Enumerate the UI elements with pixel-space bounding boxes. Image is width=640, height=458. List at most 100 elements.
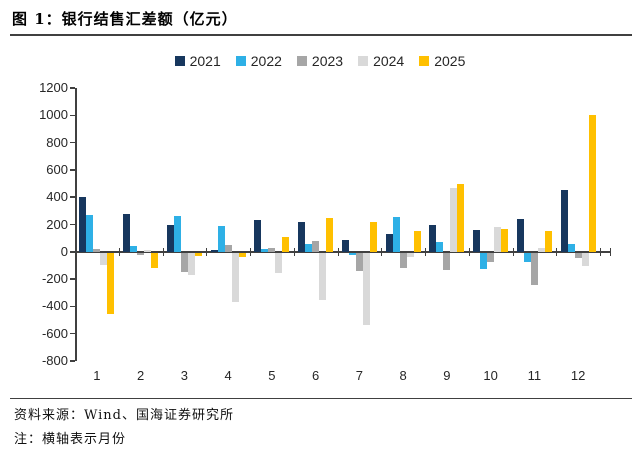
x-tick-label: 8 (399, 368, 407, 383)
x-tick-label: 7 (355, 368, 363, 383)
legend-swatch-2023 (296, 56, 307, 66)
y-tick-mark (70, 114, 75, 117)
bar-2021-month-8 (385, 234, 393, 252)
y-tick-label: 400 (46, 189, 68, 205)
x-tick-mark (425, 247, 426, 256)
x-tick-mark (162, 247, 164, 256)
bar-2021-month-9 (429, 224, 437, 252)
bar-2025-month-8 (413, 231, 421, 252)
y-tick-label: 200 (46, 216, 68, 232)
x-tick-mark (381, 247, 383, 256)
bar-2022-month-8 (392, 216, 400, 252)
y-tick-label: 0 (60, 243, 68, 259)
x-tick-label: 4 (224, 368, 232, 383)
bar-2024-month-10 (494, 227, 502, 252)
x-axis-line (75, 251, 610, 253)
bar-2021-month-12 (560, 189, 568, 252)
y-tick-label: 800 (46, 134, 68, 150)
bar-2021-month-6 (298, 222, 306, 252)
bar-2021-month-2 (123, 213, 131, 252)
bar-2024-month-2 (144, 250, 152, 252)
bar-2025-month-9 (457, 183, 465, 252)
footnote: 注：横轴表示月份 (14, 432, 127, 447)
bar-2025-month-4 (238, 252, 246, 258)
x-tick-mark (206, 247, 208, 256)
x-tick-label: 1 (93, 368, 101, 383)
x-tick-label: 6 (312, 368, 320, 383)
bar-2024-month-7 (362, 252, 370, 325)
bar-2021-month-10 (473, 229, 481, 252)
bar-2025-month-7 (369, 221, 377, 252)
bar-2022-month-4 (217, 225, 225, 252)
bar-2022-month-1 (86, 214, 94, 252)
bar-2024-month-9 (450, 187, 458, 252)
bar-2021-month-1 (79, 196, 87, 252)
y-tick-mark (70, 305, 75, 308)
bar-2023-month-5 (268, 247, 276, 252)
bar-2022-month-9 (436, 242, 444, 252)
legend-label-2021: 2021 (189, 53, 221, 69)
y-tick-label: 1200 (39, 80, 68, 95)
x-tick-label: 11 (527, 368, 542, 383)
legend-swatch-2021 (174, 56, 185, 66)
x-tick-mark (468, 247, 470, 256)
bar-2023-month-11 (530, 252, 538, 285)
figure-title: 图 1：银行结售汇差额（亿元） (12, 10, 238, 28)
legend-swatch-2022 (235, 56, 246, 66)
legend-item-2025: 2025 (419, 53, 465, 69)
bar-2021-month-5 (254, 220, 262, 252)
legend-item-2021: 2021 (174, 53, 221, 69)
y-tick-mark (70, 196, 75, 198)
x-tick-label: 5 (268, 368, 276, 383)
y-tick-mark (70, 278, 75, 280)
y-tick-label: -200 (41, 271, 68, 287)
bar-2022-month-2 (130, 246, 138, 252)
bar-2023-month-7 (355, 252, 363, 271)
legend-item-2022: 2022 (235, 53, 282, 69)
bar-2024-month-1 (100, 252, 108, 265)
y-tick-label: -800 (41, 353, 68, 368)
legend-item-2024: 2024 (358, 53, 404, 69)
x-tick-mark (118, 247, 120, 256)
bar-2023-month-6 (312, 240, 320, 252)
bar-2024-month-5 (275, 252, 283, 274)
bar-2021-month-7 (341, 239, 349, 252)
legend-label-2023: 2023 (311, 53, 344, 69)
bar-2025-month-3 (194, 252, 202, 256)
bar-2022-month-3 (173, 216, 181, 252)
legend-label-2025: 2025 (434, 53, 466, 69)
y-tick-label: -600 (41, 325, 68, 341)
x-tick-label: 12 (570, 368, 586, 383)
bar-2023-month-12 (574, 252, 582, 258)
bar-2024-month-6 (319, 252, 327, 301)
x-tick-mark (512, 247, 514, 256)
x-tick-label: 9 (443, 368, 451, 383)
bar-2022-month-7 (348, 252, 356, 256)
x-tick-label: 2 (137, 368, 145, 383)
x-tick-mark (337, 247, 339, 256)
y-tick-mark (70, 141, 75, 144)
bar-2024-month-11 (537, 247, 545, 252)
y-tick-mark (70, 169, 75, 171)
bar-2022-month-10 (480, 252, 488, 269)
chart-legend: 2021 2022 2023 2024 2025 (0, 53, 640, 69)
bar-2024-month-4 (231, 252, 239, 303)
footer-divider (10, 398, 632, 399)
x-tick-label: 10 (483, 368, 498, 383)
y-tick-mark (70, 360, 75, 362)
bar-2023-month-4 (224, 244, 232, 252)
x-tick-mark (556, 247, 558, 256)
bar-2022-month-6 (305, 243, 313, 252)
bar-2025-month-1 (107, 252, 115, 314)
bar-2025-month-11 (544, 231, 552, 252)
legend-swatch-2025 (419, 56, 430, 66)
bar-2021-month-3 (166, 224, 174, 252)
bar-2025-month-6 (326, 217, 334, 252)
legend-swatch-2024 (358, 56, 369, 66)
bar-2025-month-12 (588, 115, 596, 252)
bar-2025-month-10 (501, 228, 509, 252)
x-axis-end-tick (610, 247, 611, 256)
bar-2022-month-11 (523, 252, 531, 263)
y-axis-line (75, 88, 77, 361)
x-tick-label: 3 (180, 368, 188, 383)
